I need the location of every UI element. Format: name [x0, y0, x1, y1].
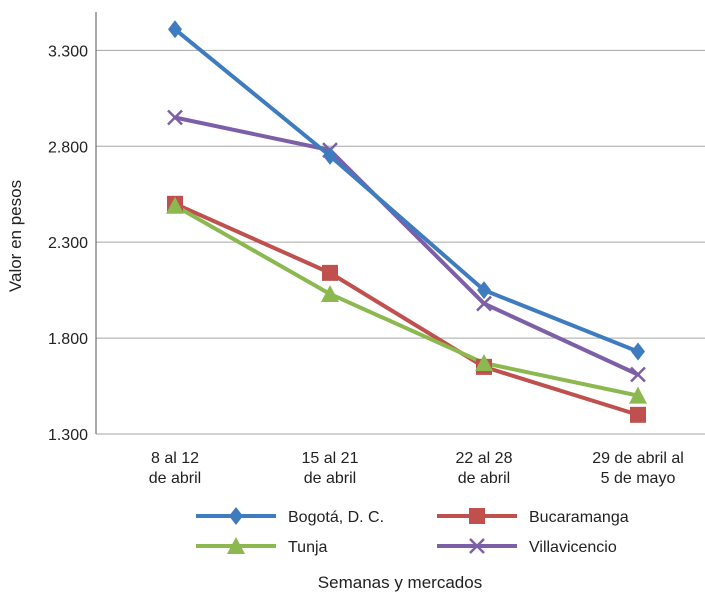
series-line — [173, 27, 640, 354]
data-point — [321, 284, 339, 302]
legend-swatch-marker — [469, 508, 485, 524]
x-tick-label: 15 al 21 — [302, 450, 359, 467]
y-tick-label: 1.300 — [48, 427, 88, 444]
marker-stroke — [476, 295, 492, 312]
legend-item: Bucaramanga — [437, 508, 629, 526]
x-tick-label: de abril — [458, 470, 510, 487]
x-tick-label: 8 al 12 — [151, 450, 199, 467]
series-lines — [173, 27, 640, 417]
data-point — [630, 406, 646, 423]
marker-stroke — [167, 109, 183, 126]
gridlines — [96, 49, 705, 435]
x-tick-label: 22 al 28 — [456, 450, 513, 467]
y-tick-label: 1.800 — [48, 331, 88, 348]
x-axis-label: Semanas y mercados — [318, 573, 482, 592]
marker-stroke — [469, 538, 485, 554]
data-point — [166, 196, 184, 214]
series-line — [173, 203, 640, 398]
legend-label: Villavicencio — [529, 539, 617, 556]
data-point — [167, 109, 183, 126]
marker-stroke — [630, 366, 646, 383]
legend: Bogotá, D. C. Bucaramanga Tunja Villavicenc… — [196, 507, 629, 556]
x-tick-label: 5 de mayo — [601, 470, 676, 487]
y-tick-labels: 1.300 1.800 2.300 2.800 3.300 — [48, 43, 88, 444]
legend-label: Bucaramanga — [529, 509, 629, 526]
legend-swatch-marker — [229, 507, 243, 525]
x-tick-labels: 8 al 12 de abril 15 al 21 de abril 22 al 28 d… — [149, 450, 684, 487]
legend-item: Tunja — [196, 537, 328, 556]
x-tick-label: de abril — [149, 470, 201, 487]
series-line — [173, 115, 640, 377]
data-point — [477, 281, 491, 300]
series-markers — [166, 20, 647, 423]
data-point — [629, 386, 647, 404]
legend-label: Bogotá, D. C. — [288, 509, 384, 526]
legend-swatch-marker — [227, 537, 245, 554]
y-tick-label: 2.300 — [48, 235, 88, 252]
data-point — [476, 295, 492, 312]
data-point — [322, 264, 338, 281]
legend-swatch-marker — [469, 538, 485, 554]
data-point — [630, 366, 646, 383]
data-point — [631, 342, 645, 361]
legend-item: Bogotá, D. C. — [196, 507, 384, 526]
y-axis-label: Valor en pesos — [6, 180, 25, 292]
data-point — [323, 146, 337, 165]
data-point — [168, 20, 182, 39]
x-tick-label: de abril — [304, 470, 356, 487]
data-point — [475, 354, 493, 372]
legend-label: Tunja — [288, 539, 328, 556]
x-tick-label: 29 de abril al — [592, 450, 684, 467]
y-tick-label: 3.300 — [48, 43, 88, 60]
series-line — [173, 201, 640, 417]
legend-item: Villavicencio — [437, 538, 617, 556]
y-tick-label: 2.800 — [48, 139, 88, 156]
